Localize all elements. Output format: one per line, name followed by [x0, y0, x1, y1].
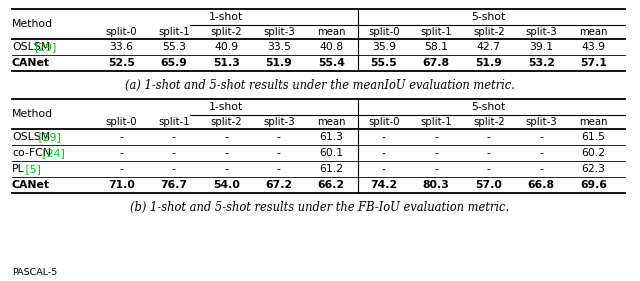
Text: 5-shot: 5-shot [472, 12, 506, 22]
Text: PASCAL-5: PASCAL-5 [12, 268, 57, 277]
Text: -: - [435, 132, 438, 142]
Text: 66.2: 66.2 [317, 180, 345, 190]
Text: split-2: split-2 [211, 117, 242, 127]
Text: mean: mean [317, 27, 346, 37]
Text: 71.0: 71.0 [108, 180, 134, 190]
Text: -: - [487, 132, 491, 142]
Text: 74.2: 74.2 [370, 180, 397, 190]
Text: OSLSM: OSLSM [12, 132, 51, 142]
Text: 76.7: 76.7 [160, 180, 188, 190]
Text: Method: Method [12, 19, 53, 29]
Text: 57.0: 57.0 [476, 180, 502, 190]
Text: 61.5: 61.5 [582, 132, 605, 142]
Text: -: - [540, 164, 543, 174]
Text: -: - [487, 148, 491, 158]
Text: PL: PL [12, 164, 25, 174]
Text: 51.3: 51.3 [213, 58, 240, 68]
Text: 35.9: 35.9 [372, 42, 396, 52]
Text: 51.9: 51.9 [476, 58, 502, 68]
Text: -: - [382, 164, 386, 174]
Text: 69.6: 69.6 [580, 180, 607, 190]
Text: -: - [224, 148, 228, 158]
Text: split-3: split-3 [263, 27, 294, 37]
Text: split-0: split-0 [106, 117, 137, 127]
Text: -: - [172, 132, 176, 142]
Text: -: - [224, 132, 228, 142]
Text: 39.1: 39.1 [529, 42, 553, 52]
Text: 60.1: 60.1 [319, 148, 343, 158]
Text: OSLSM: OSLSM [12, 42, 51, 52]
Text: mean: mean [579, 27, 608, 37]
Text: 55.4: 55.4 [318, 58, 345, 68]
Text: -: - [435, 148, 438, 158]
Text: split-2: split-2 [473, 117, 504, 127]
Text: co-FCN: co-FCN [12, 148, 51, 158]
Text: 62.3: 62.3 [582, 164, 605, 174]
Text: split-0: split-0 [106, 27, 137, 37]
Text: Method: Method [12, 109, 53, 119]
Text: -: - [277, 148, 281, 158]
Text: split-1: split-1 [158, 27, 189, 37]
Text: 1-shot: 1-shot [209, 12, 243, 22]
Text: CANet: CANet [12, 180, 50, 190]
Text: 1-shot: 1-shot [209, 102, 243, 112]
Text: split-1: split-1 [420, 27, 452, 37]
Text: -: - [382, 148, 386, 158]
Text: split-1: split-1 [420, 117, 452, 127]
Text: 53.2: 53.2 [528, 58, 555, 68]
Text: 5-shot: 5-shot [472, 102, 506, 112]
Text: CANet: CANet [12, 58, 50, 68]
Text: -: - [382, 132, 386, 142]
Text: mean: mean [317, 117, 346, 127]
Text: -: - [435, 164, 438, 174]
Text: 61.3: 61.3 [319, 132, 343, 142]
Text: split-2: split-2 [211, 27, 242, 37]
Text: -: - [277, 132, 281, 142]
Text: -: - [277, 164, 281, 174]
Text: 42.7: 42.7 [477, 42, 500, 52]
Text: split-0: split-0 [368, 117, 399, 127]
Text: 40.8: 40.8 [319, 42, 343, 52]
Text: [5]: [5] [22, 164, 41, 174]
Text: -: - [487, 164, 491, 174]
Text: -: - [172, 164, 176, 174]
Text: 43.9: 43.9 [582, 42, 605, 52]
Text: split-3: split-3 [525, 27, 557, 37]
Text: -: - [172, 148, 176, 158]
Text: 80.3: 80.3 [423, 180, 450, 190]
Text: (b) 1-shot and 5-shot results under the FB-IoU evaluation metric.: (b) 1-shot and 5-shot results under the … [131, 201, 509, 214]
Text: 61.2: 61.2 [319, 164, 343, 174]
Text: 66.8: 66.8 [528, 180, 555, 190]
Text: split-1: split-1 [158, 117, 189, 127]
Text: [29]: [29] [34, 42, 56, 52]
Text: 33.5: 33.5 [267, 42, 291, 52]
Text: 57.1: 57.1 [580, 58, 607, 68]
Text: -: - [540, 148, 543, 158]
Text: 67.8: 67.8 [423, 58, 450, 68]
Text: 33.6: 33.6 [109, 42, 133, 52]
Text: -: - [540, 132, 543, 142]
Text: split-3: split-3 [525, 117, 557, 127]
Text: -: - [119, 132, 123, 142]
Text: 51.9: 51.9 [266, 58, 292, 68]
Text: -: - [119, 148, 123, 158]
Text: (a) 1-shot and 5-shot results under the meanIoU evaluation metric.: (a) 1-shot and 5-shot results under the … [125, 78, 515, 92]
Text: 58.1: 58.1 [424, 42, 448, 52]
Text: 55.3: 55.3 [162, 42, 186, 52]
Text: [24]: [24] [39, 148, 65, 158]
Text: split-2: split-2 [473, 27, 504, 37]
Text: mean: mean [579, 117, 608, 127]
Text: 52.5: 52.5 [108, 58, 134, 68]
Text: 54.0: 54.0 [213, 180, 240, 190]
Text: [29]: [29] [35, 132, 61, 142]
Text: 55.5: 55.5 [371, 58, 397, 68]
Text: -: - [119, 164, 123, 174]
Text: 40.9: 40.9 [214, 42, 238, 52]
Text: -: - [224, 164, 228, 174]
Text: 65.9: 65.9 [160, 58, 187, 68]
Text: 60.2: 60.2 [582, 148, 606, 158]
Text: 67.2: 67.2 [265, 180, 292, 190]
Text: split-3: split-3 [263, 117, 294, 127]
Text: split-0: split-0 [368, 27, 399, 37]
